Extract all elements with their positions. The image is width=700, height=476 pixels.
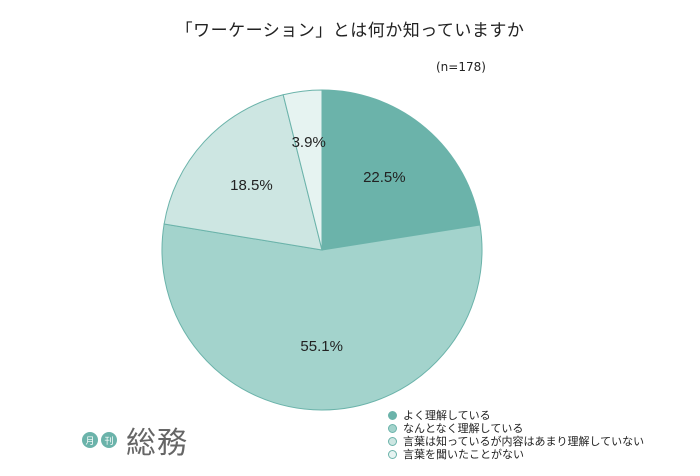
legend-label-3: 言葉を聞いたことがない [403, 448, 524, 461]
slice-value-label-0: 22.5% [363, 169, 406, 186]
slice-value-label-1: 55.1% [300, 338, 343, 355]
legend-item-0: よく理解している [388, 409, 644, 422]
legend-item-1: なんとなく理解している [388, 422, 644, 435]
slice-value-label-2: 18.5% [230, 177, 273, 194]
legend-swatch-1 [388, 424, 397, 433]
legend-label-0: よく理解している [403, 409, 491, 422]
pie-slice-2 [163, 94, 323, 251]
legend-swatch-0 [388, 411, 397, 420]
sample-size-label: (n=178) [436, 60, 486, 74]
logo-badge-issue: 刊 [101, 432, 117, 448]
legend: よく理解している なんとなく理解している 言葉は知っているが内容はあまり理解していな… [388, 409, 644, 461]
pie-slice-3 [282, 89, 323, 251]
legend-label-1: なんとなく理解している [403, 422, 524, 435]
pie-slice-1 [161, 223, 483, 411]
logo-name: 総務 [126, 426, 188, 461]
legend-item-3: 言葉を聞いたことがない [388, 448, 644, 461]
legend-label-2: 言葉は知っているが内容はあまり理解していない [403, 435, 645, 448]
legend-swatch-2 [388, 437, 397, 446]
logo: 月 刊 総務 [82, 418, 188, 462]
chart-title: 「ワーケーション」とは何か知っていますか [175, 21, 525, 41]
logo-badge-month: 月 [82, 432, 98, 448]
legend-item-2: 言葉は知っているが内容はあまり理解していない [388, 435, 644, 448]
legend-swatch-3 [388, 450, 397, 459]
slice-value-label-3: 3.9% [292, 134, 326, 151]
pie-slice-0 [321, 89, 481, 251]
